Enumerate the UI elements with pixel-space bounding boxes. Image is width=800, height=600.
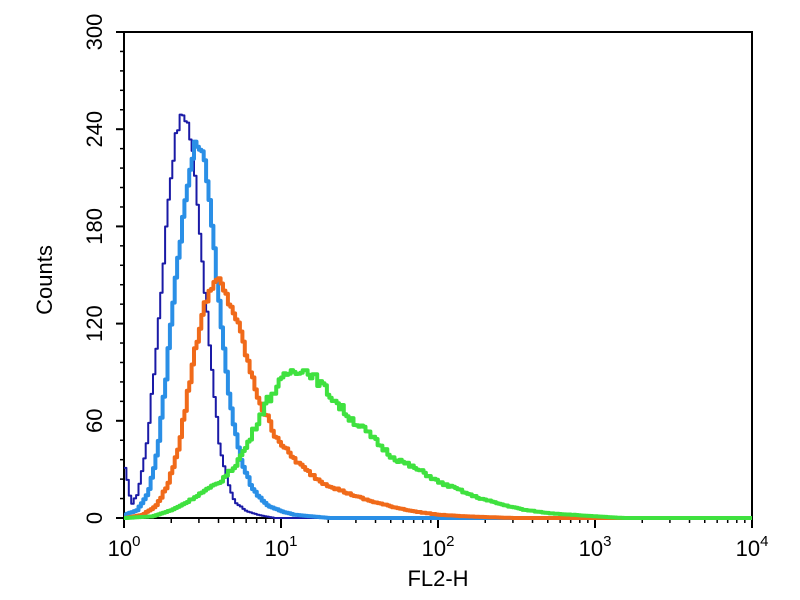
y-axis-ticks: 0 60 120 180 240 300 — [82, 14, 124, 524]
y-tick-label: 120 — [82, 305, 107, 342]
x-tick-label: 104 — [736, 533, 769, 561]
y-tick-label: 0 — [82, 512, 107, 524]
x-axis-title: FL2-H — [407, 566, 468, 591]
x-tick-label: 100 — [108, 533, 141, 561]
plot-frame — [123, 31, 753, 519]
x-tick-label: 102 — [422, 533, 455, 561]
y-tick-label: 180 — [82, 208, 107, 245]
series-layer — [124, 113, 752, 520]
x-axis-ticks: 100 101 102 103 104 — [108, 518, 769, 561]
x-tick-label: 101 — [265, 533, 298, 561]
histogram-series-4 — [124, 368, 752, 520]
histogram-series-3 — [124, 276, 752, 520]
y-tick-label: 240 — [82, 111, 107, 148]
histogram-series-1 — [124, 113, 752, 519]
histogram-series-2 — [124, 139, 752, 520]
x-tick-label: 103 — [579, 533, 612, 561]
y-axis-title: Counts — [32, 245, 57, 315]
y-tick-label: 60 — [82, 409, 107, 433]
y-tick-label: 300 — [82, 14, 107, 51]
